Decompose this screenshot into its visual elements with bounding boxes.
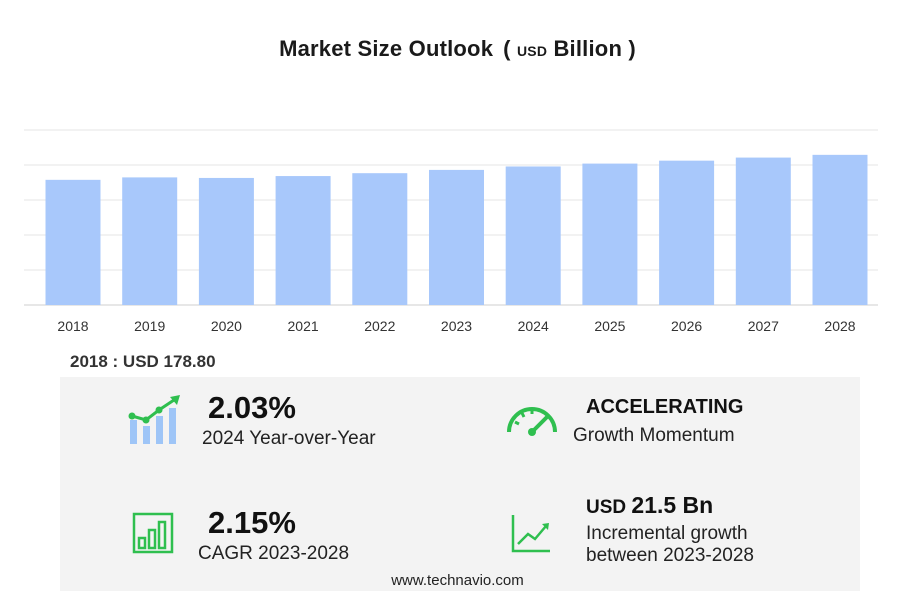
bar-2025 xyxy=(582,163,638,305)
bar-2020 xyxy=(198,177,254,305)
bar-2027 xyxy=(735,157,791,305)
kpi-cagr: 2.15% CAGR 2023-2028 xyxy=(198,505,349,565)
x-tick-label-2022: 2022 xyxy=(364,318,395,334)
chart-unit: ( USD Billion ) xyxy=(503,36,636,61)
kpi-cagr-value: 2.15% xyxy=(208,505,296,540)
bar-2021 xyxy=(275,176,331,305)
bar-2028 xyxy=(812,154,868,305)
market-size-chart: 2018 2019 2020 2021 2022 2023 2024 2025 2026 2027… xyxy=(24,129,878,334)
bar-2022 xyxy=(352,173,408,305)
x-tick-label-2023: 2023 xyxy=(441,318,472,334)
bar-2023 xyxy=(429,169,484,305)
kpi-yoy-label: 2024 Year-over-Year xyxy=(202,428,376,449)
kpi-momentum-value: ACCELERATING xyxy=(586,396,744,418)
trend-line-icon xyxy=(511,515,550,553)
unit-scale: Billion xyxy=(553,36,623,61)
kpi-momentum-label: Growth Momentum xyxy=(573,425,735,446)
base-year-label: 2018 : USD 178.80 xyxy=(70,352,216,371)
bar-2019 xyxy=(122,177,178,305)
bar-chart-icon xyxy=(132,512,174,554)
bar-growth-icon xyxy=(128,395,180,444)
bar-2024 xyxy=(505,166,561,305)
x-tick-label-2025: 2025 xyxy=(594,318,625,334)
x-tick-label-2024: 2024 xyxy=(518,318,549,334)
x-tick-label-2026: 2026 xyxy=(671,318,702,334)
kpi-yoy-value: 2.03% xyxy=(208,390,296,425)
kpi-incremental-currency: USD xyxy=(586,497,627,518)
chart-title: Market Size Outlook ( USD Billion ) xyxy=(0,36,915,62)
kpi-incremental: USD 21.5 Bn Incremental growth between 2… xyxy=(586,492,754,567)
kpi-yoy: 2.03% 2024 Year-over-Year xyxy=(202,390,376,450)
bar-2018 xyxy=(45,179,101,305)
x-tick-label-2028: 2028 xyxy=(824,318,855,334)
x-tick-label-2018: 2018 xyxy=(57,318,88,334)
x-tick-label-2020: 2020 xyxy=(211,318,242,334)
x-tick-label-2027: 2027 xyxy=(748,318,779,334)
kpi-panel xyxy=(60,377,860,591)
unit-currency: USD xyxy=(516,43,548,59)
kpi-incremental-value: 21.5 Bn xyxy=(631,492,714,518)
x-tick-label-2019: 2019 xyxy=(134,318,165,334)
kpi-cagr-label: CAGR 2023-2028 xyxy=(198,543,350,564)
bar-2026 xyxy=(659,160,715,305)
speedometer-icon xyxy=(507,407,557,436)
chart-title-text: Market Size Outlook xyxy=(279,36,494,61)
kpi-incremental-value-row: USD 21.5 Bn xyxy=(586,492,754,519)
kpi-incremental-label-1: Incremental growth xyxy=(586,523,748,544)
source-link[interactable]: www.technavio.com xyxy=(391,572,524,589)
x-tick-label-2021: 2021 xyxy=(288,318,319,334)
kpi-momentum: ACCELERATING Growth Momentum xyxy=(573,396,744,447)
kpi-incremental-label-2: between 2023-2028 xyxy=(586,545,754,566)
